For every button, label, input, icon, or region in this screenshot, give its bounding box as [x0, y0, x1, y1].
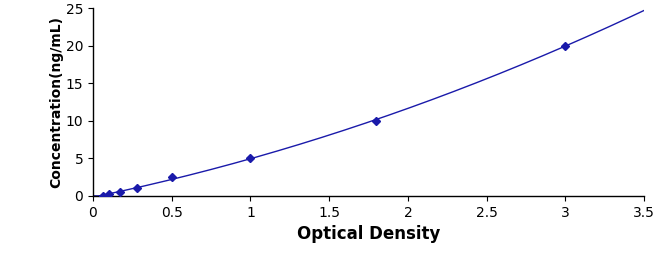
Y-axis label: Concentration(ng/mL): Concentration(ng/mL) [49, 16, 63, 188]
X-axis label: Optical Density: Optical Density [297, 225, 440, 243]
